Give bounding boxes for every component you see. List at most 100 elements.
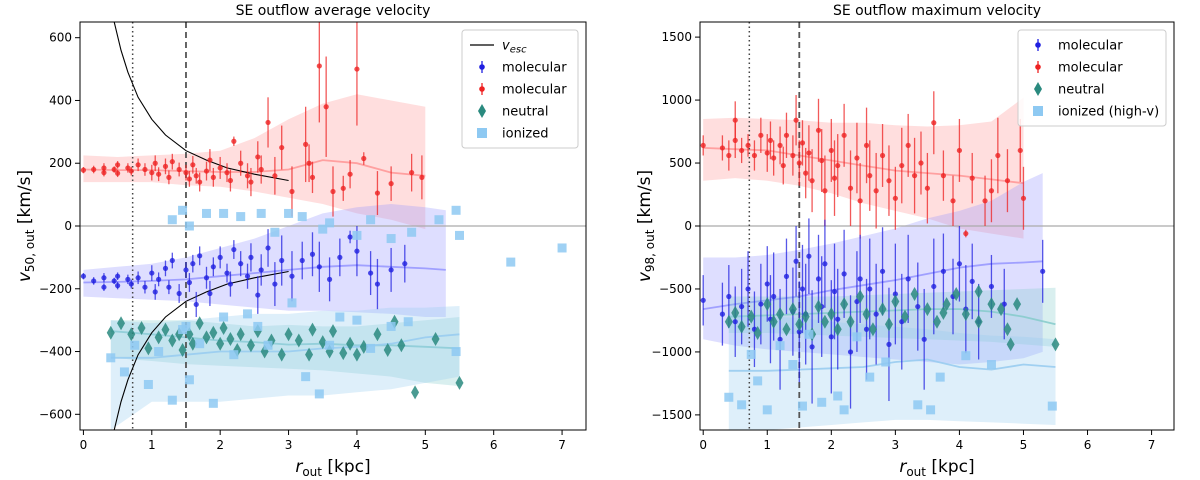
data-point <box>316 63 322 69</box>
data-point <box>386 234 396 244</box>
data-point <box>207 290 213 297</box>
legend-entry: ionized (high-v) <box>1033 105 1159 120</box>
data-point <box>176 290 182 297</box>
data-point <box>878 302 887 317</box>
x-tick-label: 1 <box>763 438 771 452</box>
data-point <box>115 273 121 279</box>
data-point <box>197 253 203 259</box>
data-point <box>190 261 196 267</box>
data-point <box>111 166 117 173</box>
data-point <box>788 302 797 317</box>
data-point <box>771 155 777 161</box>
data-point <box>1004 178 1011 184</box>
data-point <box>323 104 329 110</box>
data-point <box>340 185 346 191</box>
data-point <box>210 174 216 180</box>
data-point <box>751 152 758 159</box>
data-point <box>207 157 213 163</box>
data-point <box>737 319 746 334</box>
series-molecular <box>700 91 1027 239</box>
data-point <box>255 154 261 160</box>
data-point <box>719 311 726 317</box>
series-molecular <box>80 226 408 318</box>
data-point <box>203 275 210 281</box>
data-point <box>197 179 203 185</box>
y-tick-label: 1500 <box>661 30 692 44</box>
data-point <box>248 254 254 260</box>
data-point <box>231 138 237 144</box>
x-tick-label: 5 <box>1020 438 1028 452</box>
data-point <box>111 278 117 284</box>
data-point <box>101 165 107 171</box>
data-point <box>80 167 87 173</box>
data-point <box>402 261 408 267</box>
data-point <box>272 173 278 179</box>
data-point <box>352 315 362 325</box>
data-point <box>797 401 807 411</box>
data-point <box>758 301 764 307</box>
y-tick-label: 0 <box>64 219 72 233</box>
data-point <box>346 336 355 351</box>
x-tick-label: 1 <box>148 438 156 452</box>
data-point <box>873 311 879 317</box>
data-point <box>246 338 255 353</box>
data-point <box>339 346 348 361</box>
data-point <box>831 175 838 181</box>
data-point <box>921 336 927 342</box>
plot-area <box>700 22 1174 430</box>
data-point <box>169 257 175 264</box>
y-tick-label: −1500 <box>651 408 692 422</box>
data-point <box>137 321 146 335</box>
data-point <box>229 350 239 360</box>
legend-entry: ionized <box>477 127 549 142</box>
data-point <box>776 307 785 322</box>
data-point <box>931 283 937 290</box>
confidence-band-1 <box>83 94 426 230</box>
data-point <box>865 372 875 382</box>
data-point <box>149 170 155 176</box>
data-point <box>815 276 822 282</box>
data-point <box>227 177 234 184</box>
data-point <box>451 205 461 215</box>
data-point <box>856 289 865 304</box>
data-point <box>892 291 898 297</box>
data-point <box>219 208 229 218</box>
data-point <box>952 287 961 301</box>
data-point <box>793 258 799 264</box>
data-point <box>753 376 763 386</box>
legend-label: neutral <box>502 105 549 120</box>
x-tick-label: 2 <box>216 438 224 452</box>
data-point <box>847 349 854 355</box>
data-point <box>782 322 791 337</box>
data-point <box>217 165 223 171</box>
data-point <box>152 289 158 295</box>
data-point <box>178 342 187 357</box>
data-point <box>809 344 815 350</box>
data-point <box>835 162 841 169</box>
median-line-1 <box>83 159 426 177</box>
data-point <box>933 314 941 329</box>
median-line-4 <box>728 358 1056 372</box>
data-point <box>839 405 849 415</box>
data-point <box>419 174 425 180</box>
data-point <box>987 297 996 312</box>
data-point <box>303 141 309 147</box>
data-point <box>726 293 732 300</box>
data-point <box>125 276 131 282</box>
data-point <box>724 314 733 329</box>
data-point <box>142 284 148 290</box>
data-point <box>325 340 335 350</box>
data-point <box>125 165 131 171</box>
data-point <box>318 224 328 234</box>
x-tick-label: 7 <box>558 438 566 452</box>
data-point <box>330 188 336 195</box>
data-point <box>219 312 229 322</box>
data-point <box>942 297 951 312</box>
data-point <box>216 336 225 351</box>
data-point <box>1013 297 1022 312</box>
data-point <box>790 152 796 159</box>
data-point <box>988 188 995 194</box>
data-point <box>1017 147 1023 154</box>
data-point <box>988 283 995 290</box>
data-point <box>128 281 134 287</box>
